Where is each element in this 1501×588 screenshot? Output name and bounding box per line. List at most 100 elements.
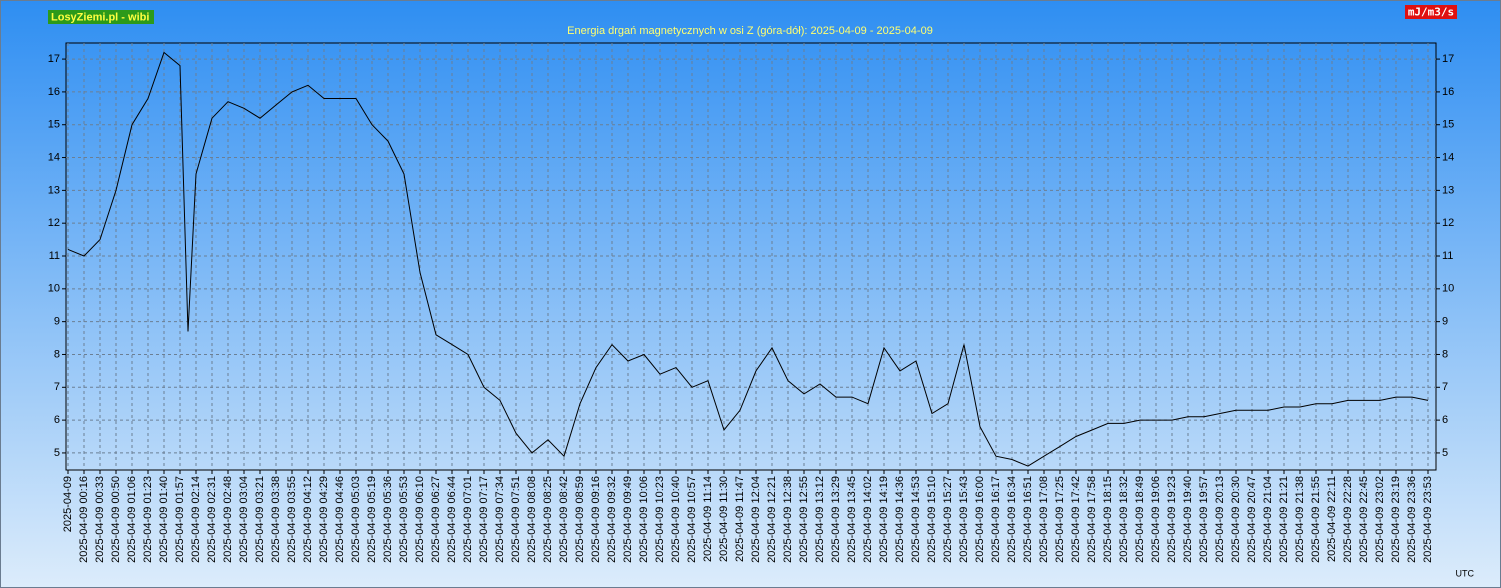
y2-tick-label: 10 xyxy=(1442,283,1454,295)
x-tick-label: 2025-04-09 05:53 xyxy=(398,476,410,563)
y-tick-label: 9 xyxy=(54,316,60,328)
y-tick-label: 8 xyxy=(54,348,60,360)
x-tick-label: 2025-04-09 22:28 xyxy=(1342,476,1354,563)
x-tick-label: 2025-04-09 13:29 xyxy=(830,476,842,563)
y2-tick-label: 5 xyxy=(1442,447,1448,459)
y2-tick-label: 16 xyxy=(1442,86,1454,98)
x-tick-label: 2025-04-09 14:02 xyxy=(862,476,874,563)
x-tick-label: 2025-04-09 08:08 xyxy=(526,476,538,563)
x-tick-label: 2025-04-09 02:31 xyxy=(206,476,218,563)
x-tick-label: 2025-04-09 11:47 xyxy=(734,476,746,562)
x-tick-label: 2025-04-09 01:57 xyxy=(174,476,186,563)
x-tick-label: 2025-04-09 04:12 xyxy=(302,476,314,563)
x-tick-label: 2025-04-09 10:40 xyxy=(670,476,682,563)
x-tick-label: 2025-04-09 01:40 xyxy=(158,476,170,563)
x-tick-label: 2025-04-09 02:14 xyxy=(190,476,202,563)
x-tick-label: 2025-04-09 00:50 xyxy=(110,476,122,563)
x-tick-label: 2025-04-09 00:33 xyxy=(94,476,106,563)
unit-bg xyxy=(1405,5,1457,19)
x-tick-label: 2025-04-09 20:47 xyxy=(1246,476,1258,563)
x-tick-label: 2025-04-09 01:06 xyxy=(126,476,138,563)
x-tick-label: 2025-04-09 19:40 xyxy=(1182,476,1194,563)
x-tick-label: 2025-04-09 15:27 xyxy=(942,476,954,563)
x-tick-label: 2025-04-09 10:06 xyxy=(638,476,650,563)
y-tick-label: 5 xyxy=(54,447,60,459)
x-tick-label: 2025-04-09 04:46 xyxy=(334,476,346,563)
y2-tick-label: 9 xyxy=(1442,316,1448,328)
x-tick-label: 2025-04-09 17:58 xyxy=(1086,476,1098,563)
x-tick-label: 2025-04-09 09:32 xyxy=(606,476,618,563)
x-tick-label: 2025-04-09 19:06 xyxy=(1150,476,1162,563)
y2-tick-label: 14 xyxy=(1442,151,1454,163)
unit: mJ/m3/s xyxy=(1408,6,1454,19)
x-tick-label: 2025-04-09 21:21 xyxy=(1278,476,1290,563)
x-tick-label: 2025-04-09 07:01 xyxy=(462,476,474,563)
x-tick-label: 2025-04-09 12:38 xyxy=(782,476,794,563)
y-tick-label: 7 xyxy=(54,381,60,393)
x-tick-label: 2025-04-09 12:21 xyxy=(766,476,778,563)
x-tick-label: 2025-04-09 21:38 xyxy=(1294,476,1306,563)
x-tick-label: 2025-04-09 11:14 xyxy=(702,476,714,562)
x-tick-label: 2025-04-09 08:42 xyxy=(558,476,570,563)
x-tick-label: 2025-04-09 13:45 xyxy=(846,476,858,563)
y2-tick-label: 6 xyxy=(1442,414,1448,426)
badge: LosyZiemi.pl - wibi xyxy=(51,11,149,23)
data-line xyxy=(67,51,1429,467)
y-tick-label: 16 xyxy=(48,86,60,98)
x-tick-label: 2025-04-09 07:17 xyxy=(478,476,490,563)
x-tick-label: 2025-04-09 20:30 xyxy=(1230,476,1242,563)
x-tick-label: 2025-04-09 06:27 xyxy=(430,476,442,563)
x-tick-label: 2025-04-09 15:10 xyxy=(926,476,938,563)
x-tick-label: 2025-04-09 08:25 xyxy=(542,476,554,563)
x-tick-label: 2025-04-09 06:10 xyxy=(414,476,426,563)
y2-tick-label: 7 xyxy=(1442,381,1448,393)
y-tick-label: 12 xyxy=(48,217,60,229)
x-tick-label: 2025-04-09 21:55 xyxy=(1310,476,1322,563)
x-tick-label: 2025-04-09 21:04 xyxy=(1262,476,1274,563)
x-tick-label: 2025-04-09 12:55 xyxy=(798,476,810,563)
x-tick-label: 2025-04-09 20:13 xyxy=(1214,476,1226,563)
x-tick-label: 2025-04-09 05:19 xyxy=(366,476,378,563)
x-tick-label: 2025-04-09 11:30 xyxy=(718,476,730,562)
chart-title: Energia drgań magnetycznych w osi Z (gór… xyxy=(567,25,933,37)
y-tick-label: 6 xyxy=(54,414,60,426)
x-tick-label: 2025-04-09 05:03 xyxy=(350,476,362,563)
x-tick-label: 2025-04-09 23:53 xyxy=(1422,476,1434,563)
x-tick-label: 2025-04-09 02:48 xyxy=(222,476,234,563)
x-tick-label: 2025-04-09 19:23 xyxy=(1166,476,1178,563)
x-tick-label: 2025-04-09 01:23 xyxy=(142,476,154,563)
x-tick-label: 2025-04-09 04:29 xyxy=(318,476,330,563)
x-tick-label: 2025-04-09 06:44 xyxy=(446,476,458,563)
y-tick-label: 17 xyxy=(48,53,60,65)
x-tick-label: 2025-04-09 03:04 xyxy=(238,476,250,563)
y-tick-label: 13 xyxy=(48,184,60,196)
x-tick-label: 2025-04-09 09:16 xyxy=(590,476,602,563)
x-tick-label: 2025-04-09 17:25 xyxy=(1054,476,1066,563)
x-tick-label: 2025-04-09 05:36 xyxy=(382,476,394,563)
x-tick-label: 2025-04-09 23:36 xyxy=(1406,476,1418,563)
badge-bg xyxy=(48,10,154,24)
x-tick-label: 2025-04-09 14:36 xyxy=(894,476,906,563)
x-tick-label: 2025-04-09 10:57 xyxy=(686,476,698,563)
x-tick-label: 2025-04-09 18:49 xyxy=(1134,476,1146,563)
x-tick-label: 2025-04-09 16:34 xyxy=(1006,476,1018,563)
y-tick-label: 15 xyxy=(48,119,60,131)
y2-tick-label: 11 xyxy=(1442,250,1453,262)
y-tick-label: 11 xyxy=(49,250,60,262)
y-tick-label: 10 xyxy=(48,283,60,295)
x-tick-label: 2025-04-09 16:51 xyxy=(1022,476,1034,563)
x-tick-label: 2025-04-09 09:49 xyxy=(622,476,634,563)
x-tick-label: 2025-04-09 xyxy=(62,476,74,532)
x-tick-label: 2025-04-09 15:43 xyxy=(958,476,970,563)
y2-tick-label: 17 xyxy=(1442,53,1454,65)
x-tick-label: 2025-04-09 22:11 xyxy=(1326,476,1338,562)
x-tick-label: 2025-04-09 22:45 xyxy=(1358,476,1370,563)
x-tick-label: 2025-04-09 00:16 xyxy=(78,476,90,563)
x-tick-label: 2025-04-09 08:59 xyxy=(574,476,586,563)
x-tick-label: 2025-04-09 13:12 xyxy=(814,476,826,563)
x-tick-label: 2025-04-09 14:19 xyxy=(878,476,890,563)
x-tick-label: 2025-04-09 16:17 xyxy=(990,476,1002,563)
y2-tick-label: 12 xyxy=(1442,217,1454,229)
